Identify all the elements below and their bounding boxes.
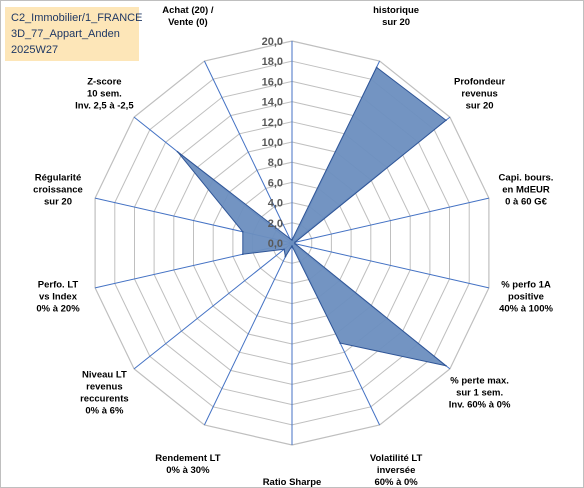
tick-label: 6,0 xyxy=(268,177,283,189)
axis-spoke xyxy=(203,60,293,244)
axis-label: Profondeurhistoriquesur 20 xyxy=(370,1,421,28)
tick-label: 20,0 xyxy=(262,36,283,48)
axis-label: Z-score 10 sem. Inv. 2,5 à -2,5 xyxy=(75,76,134,111)
axis-spoke xyxy=(291,197,490,244)
axis-label: Profondeur revenus sur 20 xyxy=(454,76,505,111)
data-point xyxy=(445,119,447,121)
data-point xyxy=(291,239,293,241)
tick-label: 0,0 xyxy=(268,238,283,250)
data-point xyxy=(289,237,291,240)
axis-label: % perte max. sur 1 sem. Inv. 60% à 0% xyxy=(449,376,511,411)
tick-label: 12,0 xyxy=(262,117,283,129)
title-box: C2_Immobilier/1_FRANCE 3D_77_Appart_Ande… xyxy=(5,7,143,61)
axis-labels: NoteESG sur 20 Profondeurhistoriquesur 20… xyxy=(33,1,553,487)
data-point xyxy=(291,245,293,247)
tick-label: 4,0 xyxy=(268,198,283,210)
tick-label: 18,0 xyxy=(262,56,283,68)
axis-label: % perfo 1A positive 40% à 100% xyxy=(499,279,553,314)
tick-label: 8,0 xyxy=(268,157,283,169)
axis-label: Ratio Sharpe0 à 2 xyxy=(263,477,322,487)
data-point xyxy=(339,342,342,344)
tick-label: 10,0 xyxy=(262,137,283,149)
axis-label: Régularité croissance sur 20 xyxy=(33,173,83,208)
axis-spoke xyxy=(203,242,293,426)
series-layer xyxy=(176,66,447,367)
axis-label: Capi. bours. en MdEUR 0 à 60 G€ xyxy=(499,173,554,208)
axis-spoke xyxy=(133,242,293,370)
data-point xyxy=(242,253,244,255)
axis-label: NoteESG sur 20 xyxy=(267,1,318,4)
data-point xyxy=(284,255,287,258)
title-line-3: 2025W27 xyxy=(11,44,59,56)
axis-spoke xyxy=(291,242,490,289)
axis-label: Rendement LT 0% à 30% xyxy=(155,453,220,476)
axis-label: Perfo. LT vs Index 0% à 20% xyxy=(36,279,80,314)
data-point xyxy=(294,241,296,244)
axis-label: MomentumAchat (20) /Vente (0) xyxy=(162,1,214,28)
data-point xyxy=(375,66,378,69)
data-point xyxy=(176,150,179,153)
title-line-1: C2_Immobilier/1_FRANCE xyxy=(11,12,143,24)
axis-label: Niveau LT revenus reccurents 0% à 6% xyxy=(80,370,129,417)
data-point xyxy=(294,242,296,245)
tick-label: 2,0 xyxy=(268,218,283,230)
axis-label: Volatilité LT inversée 60% à 0% xyxy=(370,453,423,487)
data-point xyxy=(283,248,285,251)
title-line-2: 3D_77_Appart_Anden xyxy=(11,28,120,40)
tick-label: 14,0 xyxy=(262,97,283,109)
data-point xyxy=(445,365,447,367)
data-point xyxy=(242,231,244,233)
tick-labels: 0,0 2,0 4,0 6,0 8,0 10,0 12,0 14,0 16,0 18,0 20,0 xyxy=(262,36,283,250)
tick-label: 16,0 xyxy=(262,76,283,88)
